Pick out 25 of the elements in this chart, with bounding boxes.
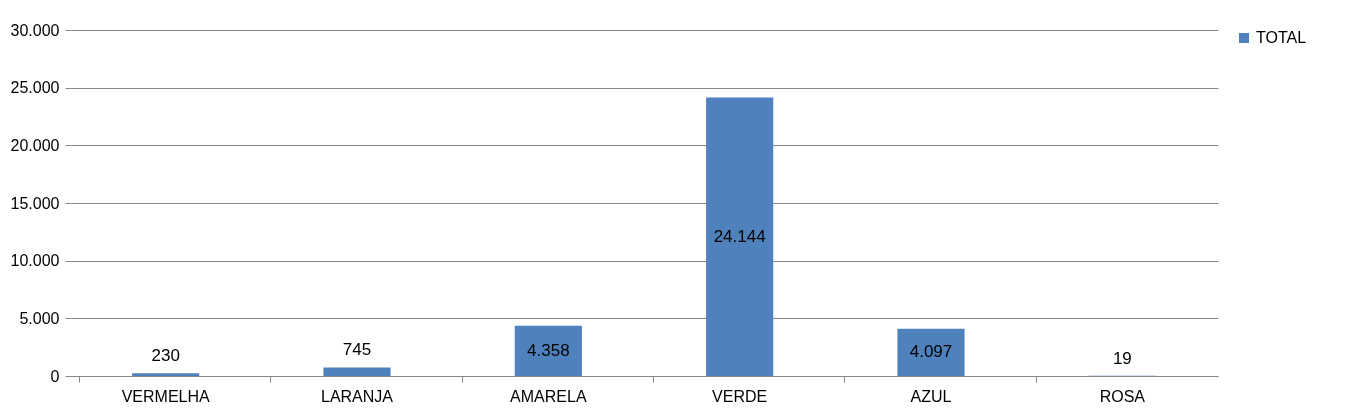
- bar: [897, 328, 965, 376]
- data-label: 745: [342, 340, 372, 360]
- x-tick-label: AZUL: [910, 387, 952, 405]
- y-tick-label: 30.000: [10, 21, 60, 39]
- bar: [132, 373, 200, 376]
- y-tick-label: 20.000: [10, 136, 60, 154]
- data-label: 19: [1112, 348, 1132, 368]
- x-tick-label: VERMELHA: [121, 387, 210, 405]
- y-tick-label: 10.000: [10, 252, 60, 270]
- x-tick-label: ROSA: [1099, 387, 1146, 405]
- bar: [514, 325, 582, 376]
- y-tick-label: 25.000: [10, 79, 60, 97]
- data-label: 4.358: [527, 340, 570, 360]
- y-tick-label: 15.000: [10, 194, 60, 212]
- data-label: 4.097: [909, 342, 953, 362]
- x-tick-label: VERDE: [712, 387, 768, 405]
- data-label: 24.144: [713, 226, 766, 246]
- bar: [323, 367, 391, 376]
- bar: [706, 97, 774, 376]
- y-tick-label: 0: [50, 367, 60, 385]
- legend-label: TOTAL: [1256, 29, 1307, 46]
- x-tick-label: AMARELA: [510, 387, 587, 405]
- data-label: 230: [151, 346, 180, 366]
- y-tick-label: 5.000: [19, 309, 60, 327]
- x-tick-label: LARANJA: [320, 387, 394, 405]
